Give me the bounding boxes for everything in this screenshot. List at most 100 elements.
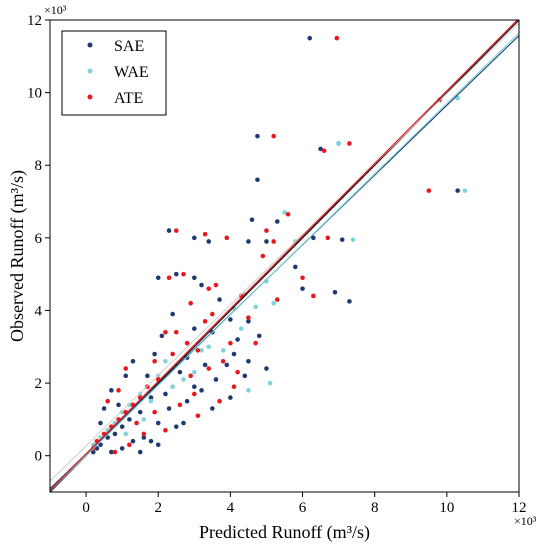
data-point-wae — [181, 377, 186, 382]
legend-marker-ate — [87, 94, 93, 100]
data-point-ate — [166, 275, 172, 281]
reference-line — [50, 22, 519, 482]
data-point-wae — [148, 398, 154, 404]
data-point-sae — [332, 290, 338, 295]
data-point-sae — [123, 373, 129, 379]
data-point-sae — [130, 438, 136, 444]
data-point-sae — [116, 402, 121, 408]
data-point-sae — [202, 362, 208, 368]
data-point-ate — [141, 431, 147, 437]
y-axis-multiplier: ×10³ — [44, 3, 67, 17]
data-point-sae — [228, 317, 233, 322]
data-point-sae — [159, 333, 165, 339]
fit-line-ate — [50, 20, 518, 491]
data-point-wae — [246, 388, 251, 393]
data-point-sae — [255, 177, 260, 183]
axis-ticks: 0 2 4 6 8 10 12 0 2 4 6 8 10 12 — [27, 13, 527, 516]
data-point-ate — [235, 369, 240, 375]
plot-area-frame — [49, 19, 520, 493]
data-point-ate — [116, 388, 121, 393]
data-point-sae — [177, 369, 183, 375]
data-point-ate — [271, 239, 276, 244]
data-point-ate — [184, 340, 190, 346]
data-point-sae — [155, 420, 161, 426]
data-point-wae — [199, 348, 204, 353]
data-point-sae — [119, 446, 125, 451]
data-point-ate — [426, 188, 432, 193]
data-point-sae — [173, 424, 179, 429]
data-point-sae — [235, 337, 240, 342]
data-point-sae — [166, 406, 172, 411]
data-point-sae — [307, 35, 313, 41]
data-point-sae — [109, 388, 114, 393]
data-point-sae — [217, 297, 222, 302]
y-tick-label: 12 — [27, 13, 42, 29]
data-point-wae — [220, 348, 226, 353]
data-point-sae — [224, 362, 230, 368]
data-point-ate — [274, 297, 280, 302]
data-point-ate — [105, 398, 111, 404]
data-point-sae — [274, 219, 280, 224]
data-point-sae — [152, 351, 157, 357]
data-point-sae — [231, 351, 237, 357]
data-point-ate — [195, 413, 201, 419]
data-point-sae — [249, 217, 255, 222]
data-point-wae — [336, 141, 341, 146]
data-point-ate — [188, 373, 193, 379]
y-tick-label: 8 — [35, 158, 43, 174]
data-point-ate — [260, 253, 266, 259]
data-point-ate — [206, 286, 212, 291]
data-point-ate — [231, 384, 237, 390]
data-point-ate — [246, 315, 251, 321]
data-point-ate — [123, 366, 129, 371]
legend-label-ate: ATE — [114, 90, 143, 107]
data-point-sae — [148, 395, 154, 400]
data-point-sae — [155, 275, 161, 281]
data-point-ate — [152, 409, 157, 415]
data-point-ate — [170, 351, 175, 357]
x-tick-label: 2 — [154, 500, 162, 516]
data-point-sae — [339, 237, 345, 242]
data-point-sae — [192, 326, 197, 331]
data-point-sae — [170, 311, 175, 317]
x-axis-multiplier: ×10³ — [514, 514, 537, 528]
data-point-sae — [166, 228, 172, 233]
data-point-sae — [192, 235, 197, 241]
data-point-ate — [210, 311, 215, 317]
legend-marker-sae — [87, 42, 93, 48]
data-point-sae — [311, 235, 316, 241]
data-point-ate — [347, 141, 352, 146]
data-point-sae — [98, 420, 103, 426]
data-point-sae — [199, 388, 204, 393]
data-point-sae — [213, 377, 219, 382]
data-point-ate — [325, 235, 331, 241]
data-point-ate — [334, 35, 340, 41]
y-axis-label: Observed Runoff (m³/s) — [7, 170, 28, 342]
data-point-wae — [127, 402, 132, 408]
data-point-wae — [206, 344, 212, 350]
x-tick-label: 10 — [439, 500, 454, 516]
data-point-ate — [134, 420, 139, 426]
legend-label-wae: WAE — [114, 64, 149, 81]
data-point-sae — [242, 373, 248, 379]
data-point-ate — [163, 427, 168, 433]
data-point-sae — [163, 391, 168, 397]
data-point-sae — [455, 188, 460, 193]
data-point-sae — [137, 409, 143, 415]
data-point-ate — [224, 235, 230, 241]
data-point-sae — [90, 449, 96, 455]
legend-marker-wae — [87, 68, 93, 74]
data-point-sae — [199, 282, 204, 288]
data-point-sae — [98, 442, 103, 448]
data-point-sae — [264, 366, 269, 371]
data-point-wae — [170, 384, 175, 390]
data-point-sae — [255, 133, 260, 139]
data-point-wae — [141, 417, 147, 422]
data-point-ate — [271, 133, 276, 139]
data-point-wae — [455, 95, 460, 101]
data-point-ate — [321, 148, 327, 154]
data-point-sae — [130, 358, 136, 364]
data-point-wae — [238, 326, 244, 331]
data-point-wae — [163, 358, 168, 364]
